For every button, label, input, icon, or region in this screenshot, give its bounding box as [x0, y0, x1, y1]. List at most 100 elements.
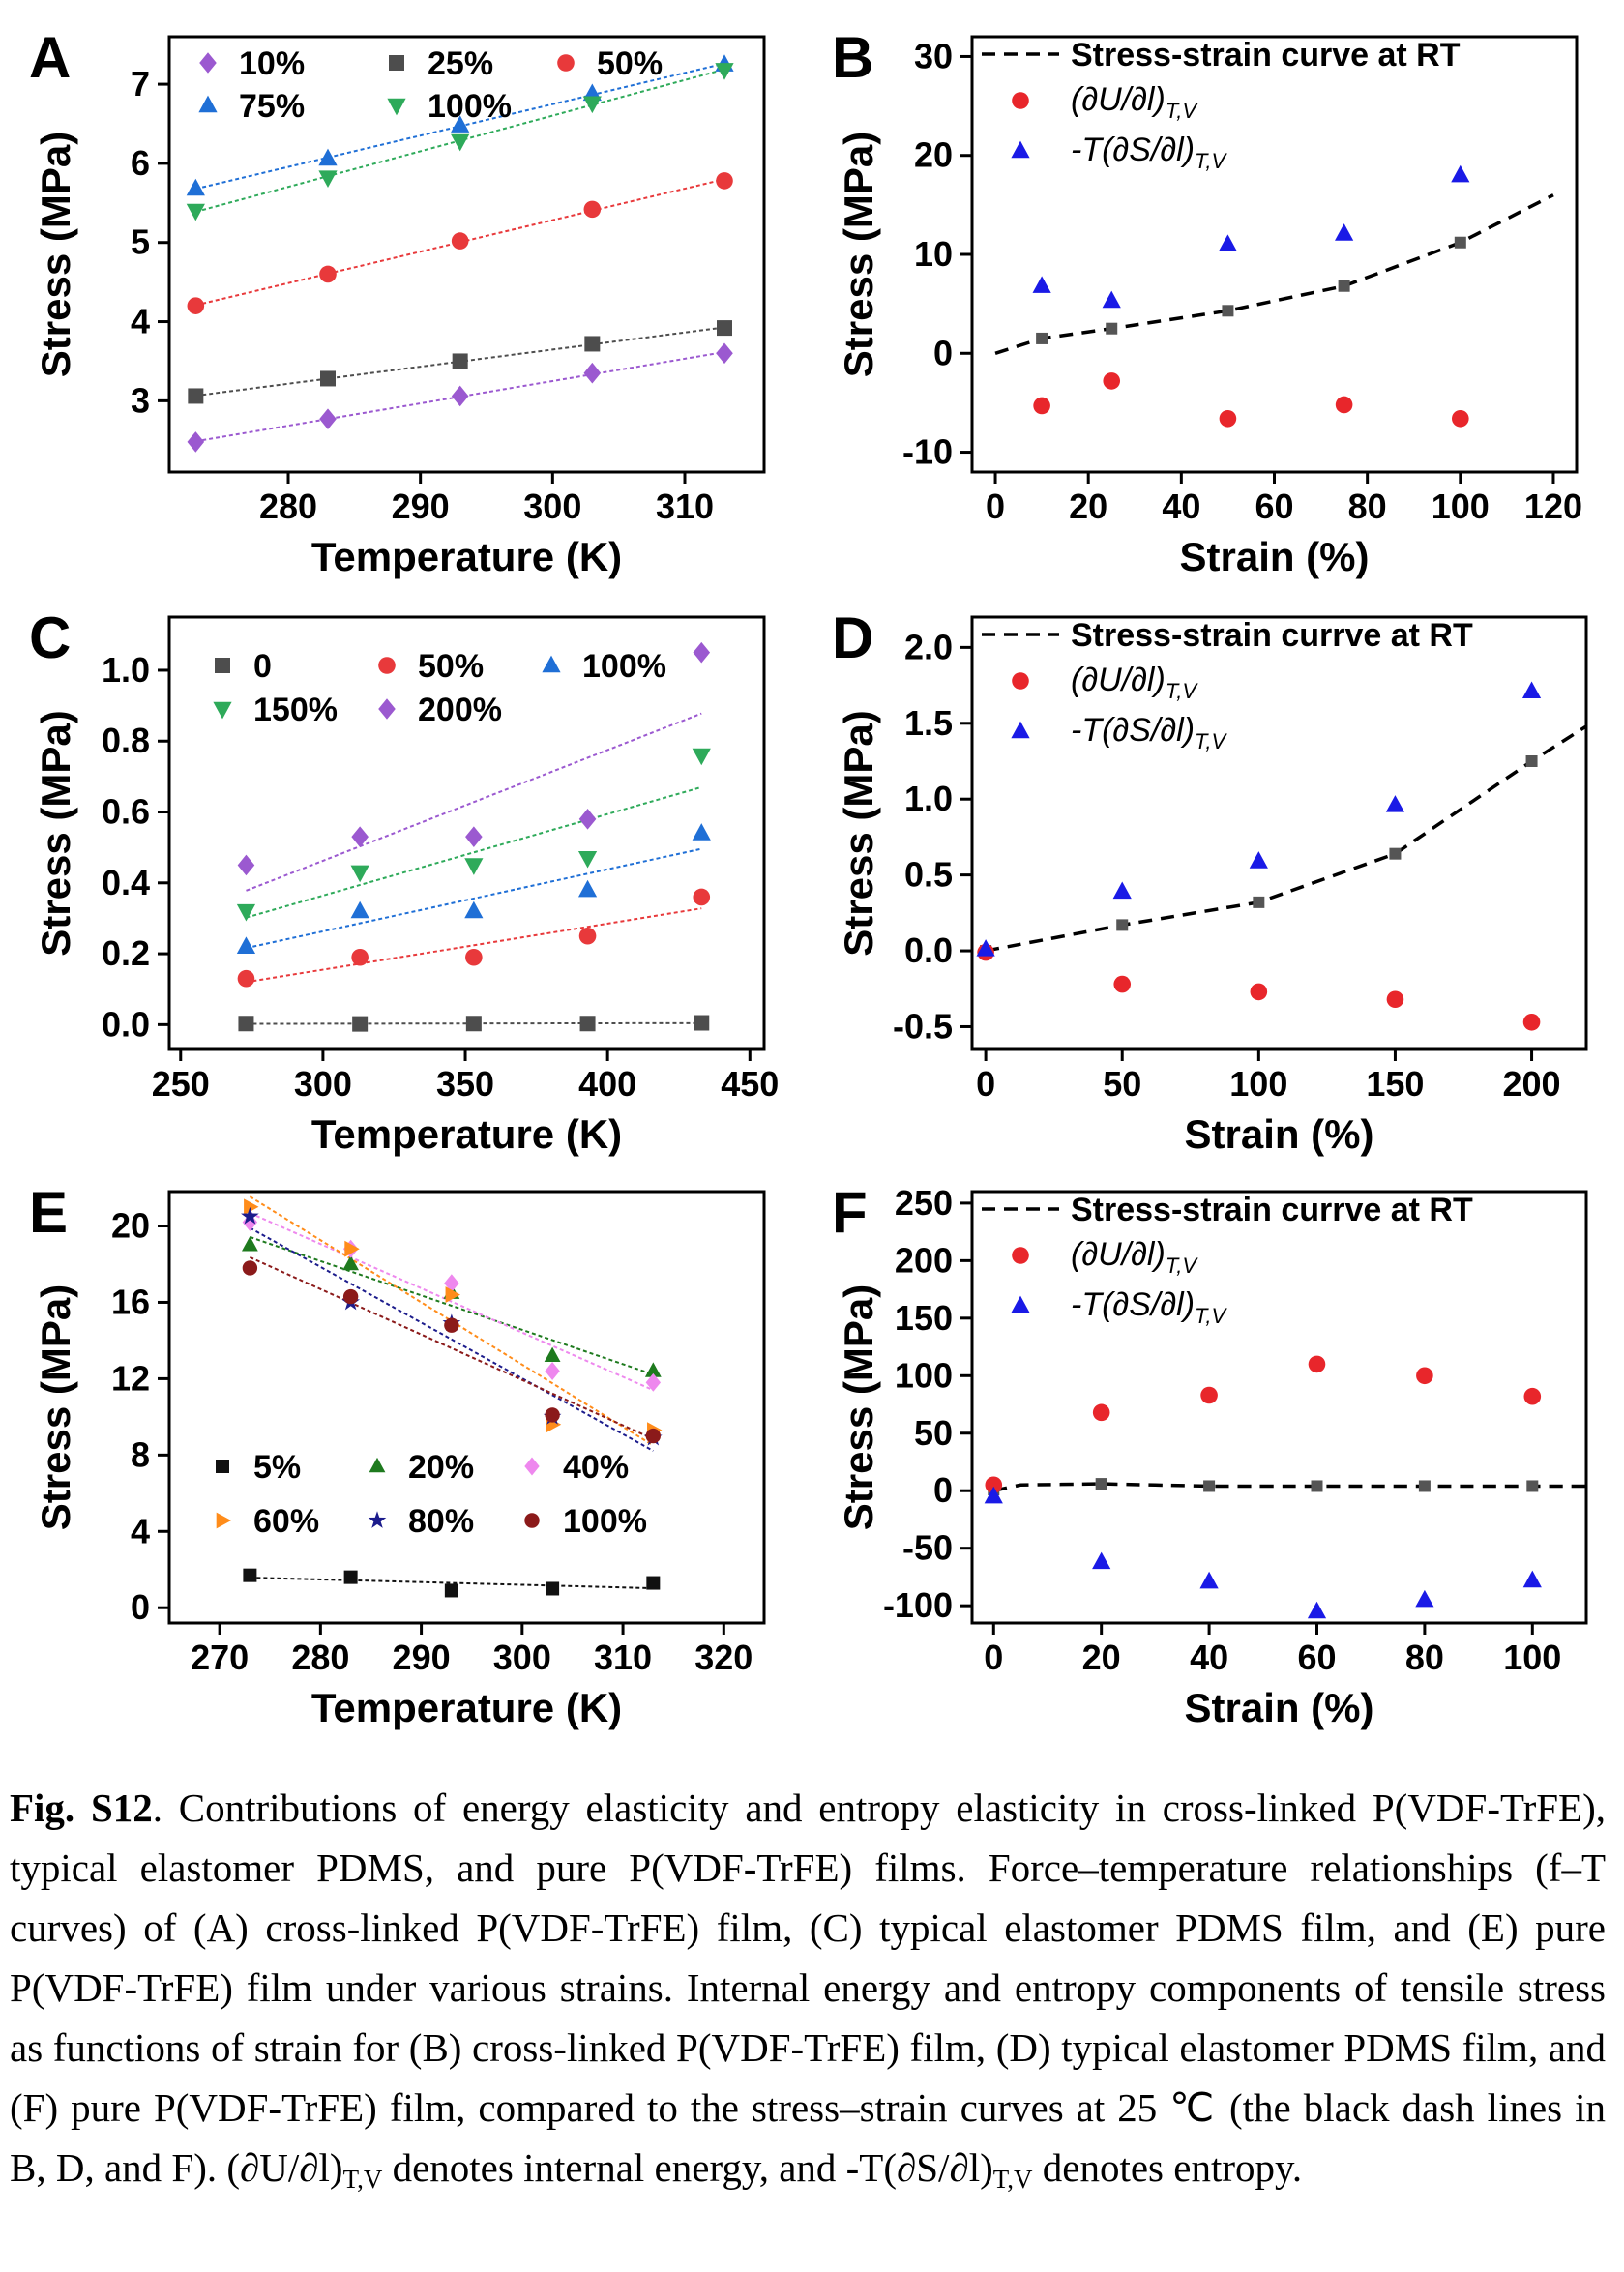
legend-label: 10% [239, 45, 305, 82]
legend-label: 200% [418, 692, 502, 728]
x-tick-label: 310 [594, 1638, 652, 1677]
y-tick-label: 150 [895, 1298, 953, 1338]
data-point-100 [582, 96, 602, 114]
fit-line [246, 785, 702, 919]
data-point-40 [645, 1372, 662, 1392]
data-point-TSlTV [1307, 1601, 1327, 1619]
x-tick-label: 40 [1190, 1638, 1228, 1677]
legend-symbol [1011, 721, 1030, 739]
y-tick-label: 2.0 [904, 627, 953, 666]
legend-curve-label: Stress-strain currve at RT [1071, 1192, 1473, 1228]
data-point-10 [451, 385, 469, 407]
curve-point [1526, 1480, 1539, 1492]
data-point-100 [692, 823, 711, 841]
x-tick-label: 450 [721, 1064, 779, 1104]
data-point-25 [717, 320, 732, 337]
data-point-25 [188, 388, 204, 404]
legend-symbol [557, 54, 575, 72]
y-tick-label: 20 [914, 135, 953, 175]
fit-line [250, 1236, 654, 1376]
legend-label: 25% [428, 45, 493, 82]
y-tick-label: 0 [933, 333, 953, 372]
legend-label: 100% [428, 88, 512, 125]
curve-point [1116, 919, 1129, 931]
data-point-20 [644, 1362, 662, 1377]
data-point-40 [545, 1362, 560, 1380]
data-point-UlTV [1416, 1367, 1433, 1385]
x-tick-label: 80 [1348, 487, 1387, 526]
x-tick-label: 200 [1503, 1064, 1561, 1104]
x-tick-label: 290 [392, 487, 450, 526]
data-point-50 [237, 969, 255, 988]
data-point-75 [451, 115, 470, 133]
data-point-UlTV [1103, 372, 1121, 390]
data-point-50 [451, 232, 469, 250]
y-tick-label: -10 [902, 432, 953, 472]
curve-point [1036, 332, 1048, 344]
data-point-0 [579, 1016, 596, 1032]
axes-frame [970, 1190, 1588, 1625]
y-tick-label: 50 [914, 1413, 953, 1453]
legend-symbol [216, 1460, 229, 1473]
y-tick-label: 0.5 [904, 855, 953, 895]
x-tick-label: 100 [1432, 487, 1490, 526]
legend-curve-label: Stress-strain curve at RT [1071, 37, 1461, 74]
data-point-20 [342, 1254, 360, 1271]
chart-panel-c: C 250 300 350 400 450 0.0 0.2 0.4 0.6 0.8 1.0 Temper… [29, 605, 779, 1157]
fit-line [246, 712, 702, 892]
plot-area [241, 1195, 663, 1598]
data-point-5 [546, 1581, 560, 1596]
data-point-5 [243, 1568, 257, 1582]
legend-symbol [369, 1457, 386, 1473]
data-point-100 [242, 1260, 258, 1276]
legend-label: 75% [239, 88, 305, 125]
y-axis-label: Stress (MPa) [836, 132, 881, 377]
data-point-TSlTV [1415, 1589, 1434, 1608]
x-tick-label: 120 [1524, 487, 1582, 526]
panel-letter: C [29, 605, 71, 670]
data-point-50 [716, 172, 733, 190]
data-point-UlTV [1522, 1013, 1541, 1031]
fit-line [246, 847, 702, 950]
curve-point [1418, 1480, 1431, 1492]
x-tick-label: 350 [436, 1064, 494, 1104]
curve-point [1106, 322, 1118, 335]
y-tick-label: 10 [914, 234, 953, 274]
data-point-UlTV [1386, 990, 1404, 1009]
y-axis-label: Stress (MPa) [836, 710, 881, 956]
curve-point [1253, 896, 1265, 908]
y-tick-label: 0.2 [102, 933, 150, 973]
data-point-200 [465, 826, 483, 847]
data-point-5 [343, 1570, 358, 1584]
y-tick-label: 1.0 [904, 779, 953, 818]
curve-point [1454, 236, 1466, 249]
y-tick-label: 0 [131, 1587, 150, 1627]
fit-line [249, 1226, 654, 1452]
legend-label: 5% [253, 1449, 301, 1486]
data-point-50 [187, 297, 205, 314]
x-tick-label: 80 [1405, 1638, 1444, 1677]
x-tick-label: 100 [1229, 1064, 1287, 1104]
stress-strain-curve [985, 724, 1586, 953]
panel-letter: B [832, 25, 873, 90]
data-point-TSlTV [1385, 795, 1405, 812]
y-tick-label: 100 [895, 1355, 953, 1395]
data-point-UlTV [1219, 409, 1237, 428]
curve-point [1311, 1480, 1323, 1492]
x-axis-label: Temperature (K) [311, 1111, 622, 1157]
data-point-0 [238, 1016, 254, 1032]
legend-symbol [199, 52, 217, 74]
y-tick-label: 7 [131, 64, 150, 103]
x-tick-label: 60 [1297, 1638, 1336, 1677]
figure-caption: Fig. S12. Contributions of energy elasti… [10, 1778, 1606, 2209]
y-axis-label: Stress (MPa) [836, 1284, 881, 1530]
chart-panel-b: B 0 20 40 60 80 100 120 -10 0 10 20 30 Strain (%) Stre… [832, 25, 1582, 579]
panel-letter: E [29, 1180, 68, 1245]
data-point-50 [693, 888, 711, 906]
data-point-60 [344, 1240, 360, 1257]
y-tick-label: 1.5 [904, 703, 953, 743]
data-point-10 [319, 408, 337, 429]
axes-frame [970, 35, 1579, 474]
axes-frame [970, 615, 1588, 1051]
legend-label: 60% [253, 1503, 319, 1540]
